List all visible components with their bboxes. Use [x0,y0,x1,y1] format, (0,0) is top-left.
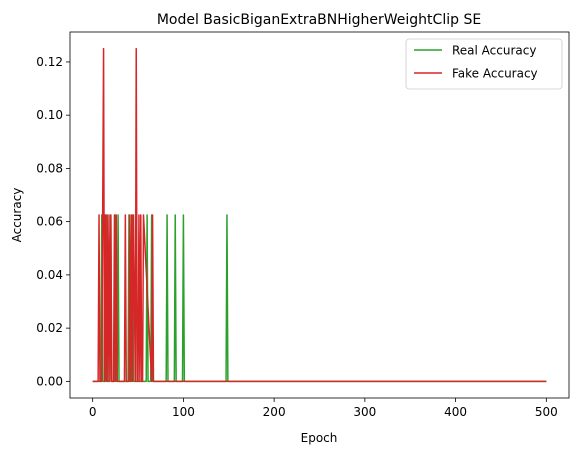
y-tick-label: 0.08 [36,161,63,175]
y-tick-label: 0.12 [36,55,63,69]
x-tick-label: 100 [172,405,195,419]
axes-frame [69,31,570,399]
x-tick-label: 200 [263,405,286,419]
x-tick-label: 0 [89,405,97,419]
x-axis-ticks: 0 100 200 300 400 500 [89,398,558,419]
x-axis-label: Epoch [301,431,338,445]
y-axis-ticks: 0.00 0.02 0.04 0.06 0.08 0.10 0.12 [36,55,70,388]
y-tick-label: 0.10 [36,108,63,122]
y-tick-label: 0.06 [36,215,63,229]
x-tick-label: 300 [353,405,376,419]
legend-box [405,38,563,90]
legend-label-fake: Fake Accuracy [452,67,538,81]
y-tick-label: 0.02 [36,321,63,335]
x-tick-label: 500 [535,405,558,419]
plot-area [92,47,547,383]
legend: Real Accuracy Fake Accuracy [405,38,563,90]
chart-title: Model BasicBiganExtraBNHigherWeightClip … [157,12,481,28]
series-line-real-accuracy [92,214,547,383]
y-tick-label: 0.04 [36,268,63,282]
x-tick-label: 400 [444,405,467,419]
legend-label-real: Real Accuracy [452,44,536,58]
y-axis-label: Accuracy [10,188,24,243]
series-line-fake-accuracy [92,47,547,383]
y-tick-label: 0.00 [36,374,63,388]
